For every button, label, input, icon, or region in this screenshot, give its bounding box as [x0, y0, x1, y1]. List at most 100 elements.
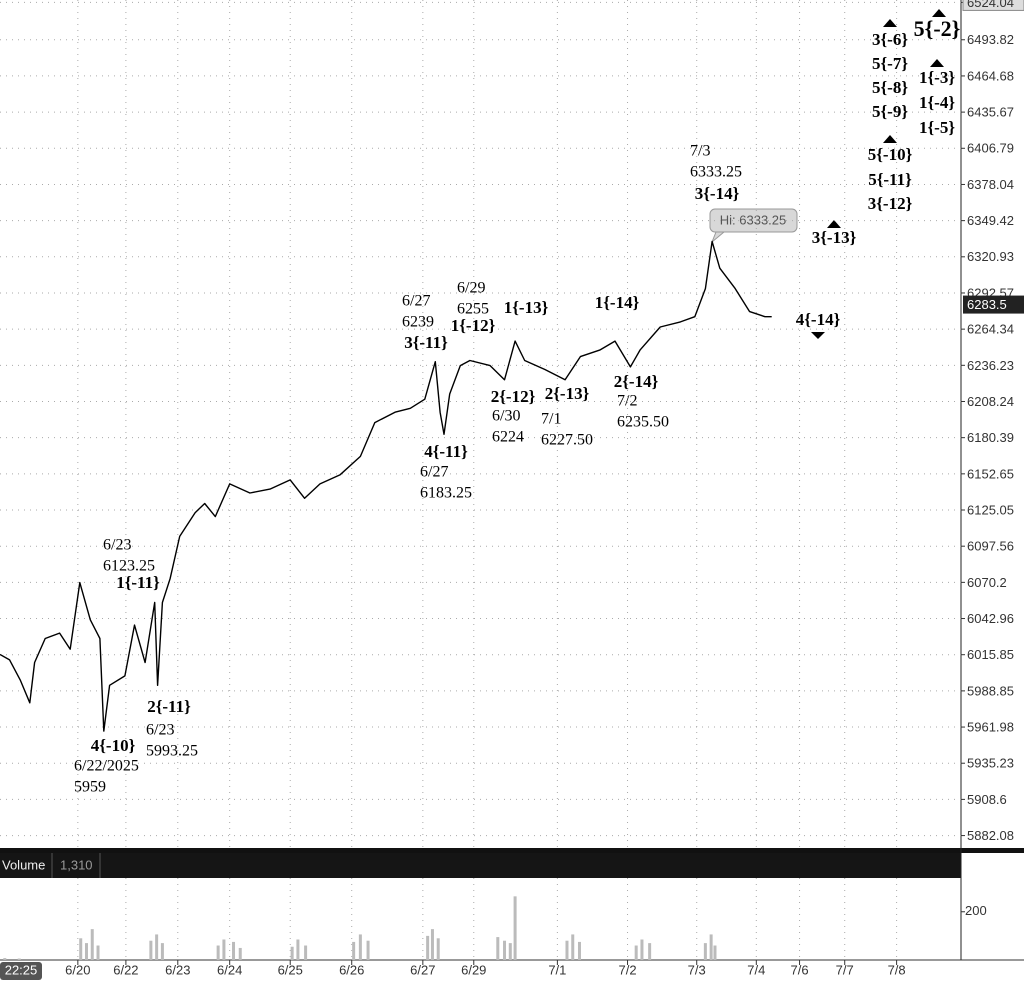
- wave-annotation: 1{-13}: [504, 298, 549, 317]
- x-tick-label: 6/27: [410, 962, 435, 977]
- wave-annotation: 5{-10}: [868, 145, 913, 164]
- x-tick-label: 7/6: [791, 962, 809, 977]
- volume-bar: [84, 943, 88, 960]
- wave-annotation: 2{-11}: [147, 697, 191, 716]
- y-tick-label: 6208.24: [967, 394, 1014, 409]
- y-tick-label: 200: [965, 903, 987, 918]
- wave-annotation: 6/23: [103, 537, 131, 554]
- wave-annotation: 3{-14}: [695, 184, 740, 203]
- down-marker: [811, 332, 825, 339]
- y-tick-label: 6464.68: [967, 68, 1014, 83]
- wave-annotation: 3{-6}: [872, 30, 908, 49]
- volume-bar: [565, 940, 569, 960]
- wave-annotation: 6123.25: [103, 558, 155, 575]
- y-tick-label: 6349.42: [967, 213, 1014, 228]
- volume-bar: [513, 896, 517, 960]
- volume-bar: [238, 947, 242, 960]
- wave-annotation: 6/27: [420, 464, 448, 481]
- x-tick-label: 7/3: [688, 962, 706, 977]
- wave-markers: [811, 9, 946, 339]
- volume-bar: [640, 939, 644, 960]
- wave-annotation: 1{-12}: [451, 316, 496, 335]
- wave-annotation: 1{-5}: [919, 118, 955, 137]
- up-marker: [883, 135, 897, 143]
- volume-bar: [503, 940, 507, 960]
- wave-annotation: 6224: [492, 429, 524, 446]
- wave-annotation: 4{-14}: [796, 310, 841, 329]
- volume-bar: [149, 940, 153, 960]
- volume-bar: [79, 938, 83, 960]
- wave-annotation: 6183.25: [420, 485, 472, 502]
- wave-annotation: 7/3: [690, 143, 710, 160]
- volume-bar: [290, 946, 294, 960]
- y-tick-label: 6435.67: [967, 105, 1014, 120]
- wave-annotation: 7/2: [617, 393, 637, 410]
- y-tick-label: 5961.98: [967, 719, 1014, 734]
- volume-bar: [352, 941, 356, 960]
- x-tick-label: 6/25: [278, 962, 303, 977]
- wave-annotation: 5959: [74, 779, 106, 796]
- wave-annotation: 6/22/2025: [74, 758, 139, 775]
- last-price-box: [963, 295, 1024, 314]
- wave-annotation: 1{-14}: [595, 293, 640, 312]
- y-tick-label: 6493.82: [967, 32, 1014, 47]
- wave-annotation: 5{-7}: [872, 54, 908, 73]
- wave-annotation: 5{-2}: [914, 16, 961, 41]
- volume-bar: [3, 958, 7, 960]
- y-tick-label: 6180.39: [967, 430, 1014, 445]
- y-tick-label: 6097.56: [967, 539, 1014, 554]
- y-tick-label: 6152.65: [967, 466, 1014, 481]
- x-tick-label: 7/4: [747, 962, 765, 977]
- x-tick-label: 7/1: [548, 962, 566, 977]
- up-marker: [883, 19, 897, 27]
- wave-annotation: 3{-12}: [868, 194, 913, 213]
- volume-bar: [713, 945, 717, 960]
- volume-bar: [304, 945, 308, 960]
- volume-bar: [366, 940, 370, 960]
- volume-bar: [430, 929, 434, 960]
- wave-annotation: 1{-11}: [116, 573, 160, 592]
- wave-annotation: 4{-10}: [91, 736, 136, 755]
- x-tick-label: 6/24: [217, 962, 242, 977]
- y-tick-label: 6406.79: [967, 141, 1014, 156]
- wave-annotation: 4{-11}: [424, 442, 468, 461]
- wave-annotation: 6/30: [492, 408, 520, 425]
- tooltip-pointer: [711, 231, 726, 243]
- volume-reading: 1,310: [60, 857, 93, 872]
- x-tick-label: 6/20: [65, 962, 90, 977]
- up-marker: [827, 220, 841, 228]
- y-tick-label: 6264.34: [967, 322, 1014, 337]
- volume-title: Volume: [2, 857, 45, 872]
- volume-bar: [90, 929, 94, 960]
- y-tick-label: 6236.23: [967, 358, 1014, 373]
- y-tick-label: 5988.85: [967, 683, 1014, 698]
- volume-bar: [709, 934, 713, 960]
- wave-annotation: 6227.50: [541, 432, 593, 449]
- volume-bar: [703, 943, 707, 960]
- volume-bar: [96, 945, 100, 960]
- volume-bar: [577, 941, 581, 960]
- y-tick-label: 6378.04: [967, 177, 1014, 192]
- y-tick-label: 5935.23: [967, 756, 1014, 771]
- volume-bar: [634, 945, 638, 960]
- volume-bar: [155, 934, 159, 960]
- wave-annotation: 6239: [402, 314, 434, 331]
- wave-annotation: 3{-11}: [404, 333, 448, 352]
- volume-bar: [571, 934, 575, 960]
- wave-annotation: 2{-13}: [545, 384, 590, 403]
- y-tick-label: 6070.2: [967, 575, 1007, 590]
- wave-annotation: 2{-12}: [491, 387, 536, 406]
- y-tick-box: [962, 0, 1024, 11]
- wave-annotation: 6333.25: [690, 164, 742, 181]
- wave-annotation: 6/29: [457, 280, 485, 297]
- y-tick-label: 6524.04: [967, 0, 1014, 10]
- x-tick-label: 7/7: [836, 962, 854, 977]
- wave-annotation: 3{-13}: [812, 228, 857, 247]
- wave-annotation: 6255: [457, 301, 489, 318]
- time-box: [0, 962, 42, 980]
- wave-annotation: 1{-3}: [919, 68, 955, 87]
- hi-tooltip: Hi: 6333.25: [720, 212, 787, 227]
- up-marker: [930, 59, 944, 67]
- wave-annotation: 2{-14}: [614, 372, 659, 391]
